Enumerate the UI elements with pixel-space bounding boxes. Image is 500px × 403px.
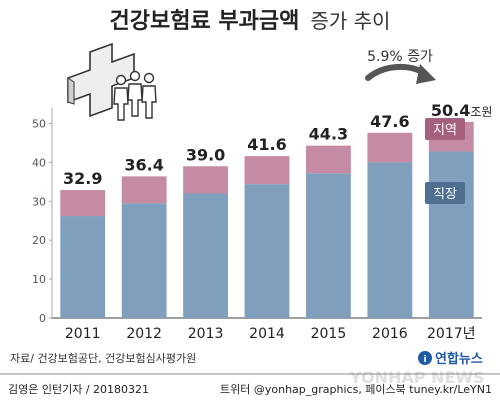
- bar-workplace: [121, 203, 167, 318]
- brand-name: 연합뉴스: [435, 351, 483, 367]
- bar-workplace: [244, 184, 290, 318]
- bar-regional: [60, 189, 106, 217]
- footer-social: 트위터 @yonhap_graphics, 페이스북 tuney.kr/LeYN…: [220, 383, 492, 396]
- total-label: 50.4조원: [431, 101, 493, 120]
- y-tick-label: 40: [32, 156, 46, 169]
- legend-regional: 지역: [425, 118, 465, 140]
- bar-workplace: [60, 216, 106, 318]
- bar-regional: [121, 176, 167, 204]
- legend-workplace-label: 직장: [433, 187, 457, 202]
- y-tick-label: 0: [39, 312, 46, 325]
- total-labels: 32.9 36.4 39.0 41.6 44.3 47.6 50.4조원: [63, 101, 492, 188]
- total-label: 32.9: [63, 169, 102, 188]
- total-label: 47.6: [370, 112, 409, 131]
- y-tick-label: 20: [32, 234, 46, 247]
- bar-regional: [306, 145, 351, 174]
- x-tick-label: 2016: [372, 326, 408, 342]
- x-tick-label: 2013: [188, 326, 224, 342]
- x-tick-labels: 2011 2012 2013 2014 2015 2016 2017년: [65, 326, 476, 342]
- growth-arrow-icon: [365, 63, 429, 81]
- total-label: 36.4: [124, 155, 163, 174]
- bar-regional: [244, 156, 290, 185]
- hospital-people-icon: [67, 42, 157, 121]
- svg-text:i: i: [423, 355, 426, 365]
- growth-annotation: 5.9% 증가: [367, 49, 433, 65]
- total-label: 39.0: [186, 145, 225, 164]
- watermark: YONHAP NEWS: [349, 368, 485, 387]
- bar-regional: [367, 132, 413, 163]
- bar-regional: [183, 166, 228, 194]
- legend-workplace: 직장: [425, 182, 465, 204]
- y-tick-label: 30: [32, 195, 46, 208]
- x-tick-label: 2011: [65, 326, 101, 342]
- growth-arrowhead-icon: [416, 64, 436, 84]
- x-tick-label: 2017년: [427, 326, 476, 342]
- total-unit: 조원: [470, 105, 492, 119]
- title-rest: 증가 추이: [310, 9, 390, 33]
- x-tick-label: 2012: [126, 326, 162, 342]
- y-tick-label: 10: [32, 273, 46, 286]
- y-tick-label: 50: [32, 117, 46, 130]
- total-label: 44.3: [309, 125, 348, 144]
- legend-regional-label: 지역: [433, 123, 457, 138]
- bars: [60, 121, 474, 318]
- y-tick-labels: 0 10 20 30 40 50: [32, 117, 52, 325]
- footer-credit: 김영은 인턴기자 / 20180321: [8, 383, 149, 396]
- title-bold: 건강보험료 부과금액: [110, 8, 300, 34]
- yonhap-logo: i 연합뉴스: [418, 351, 483, 367]
- x-tick-label: 2014: [249, 326, 285, 342]
- total-label: 41.6: [247, 135, 286, 154]
- source-text: 자료/ 건강보험공단, 건강보험심사평가원: [10, 352, 196, 365]
- bar-workplace: [306, 173, 351, 318]
- bar-workplace: [428, 151, 474, 318]
- x-tick-label: 2015: [311, 326, 347, 342]
- bar-workplace: [183, 193, 228, 318]
- chart-title: 건강보험료 부과금액 증가 추이: [110, 8, 391, 34]
- bar-workplace: [367, 162, 413, 318]
